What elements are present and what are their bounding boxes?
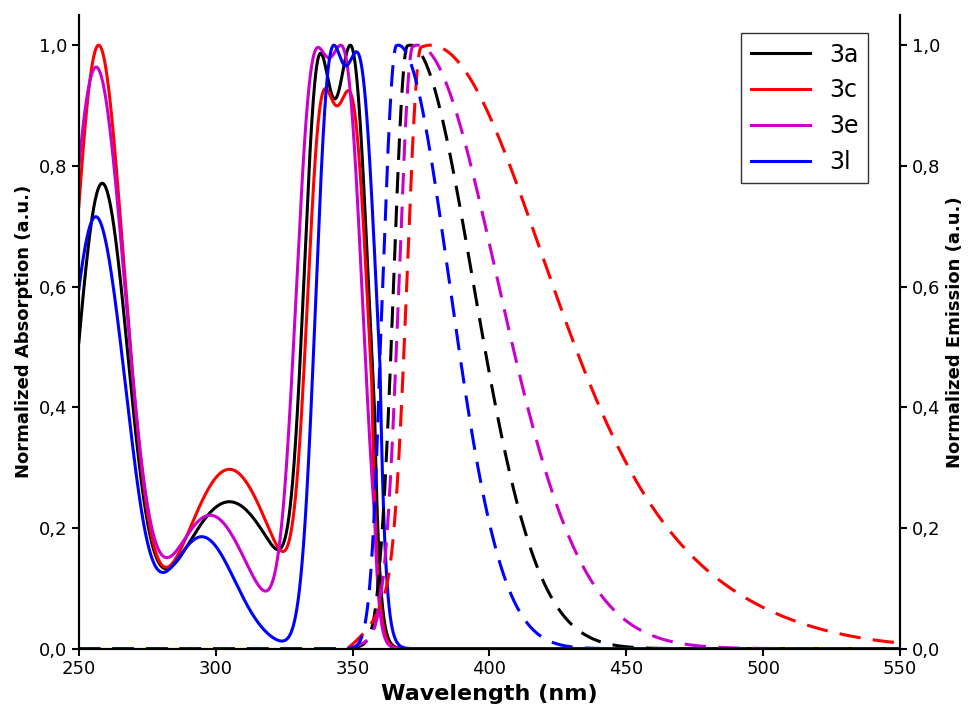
3c [615,644,627,653]
3c [695,644,707,653]
3e [907,644,918,653]
3a [615,644,627,653]
3e [334,41,346,50]
3l [392,640,404,649]
3a [759,644,771,653]
3c [225,465,237,474]
3l [907,644,918,653]
3e [615,644,627,653]
3e [759,644,771,653]
3l [615,644,627,653]
Line: 3a: 3a [79,45,912,649]
Y-axis label: Normalized Emission (a.u.): Normalized Emission (a.u.) [945,196,963,467]
3c [573,644,585,653]
3a [392,644,404,652]
3a [73,338,85,347]
3l [328,41,339,50]
3c [93,41,105,50]
3a [344,41,356,50]
3c [907,644,918,653]
3l [224,567,236,576]
3c [73,202,85,211]
3e [224,528,236,537]
3a [695,644,707,653]
X-axis label: Wavelength (nm): Wavelength (nm) [380,684,598,704]
Legend: 3a, 3c, 3e, 3l: 3a, 3c, 3e, 3l [740,33,867,183]
Line: 3c: 3c [79,45,912,649]
3l [695,644,707,653]
3l [73,285,85,293]
3l [759,644,771,653]
3l [573,644,585,653]
3a [224,498,236,506]
Line: 3e: 3e [79,45,912,649]
3e [392,644,404,653]
3a [573,644,585,653]
3c [759,644,771,653]
Line: 3l: 3l [79,45,912,649]
3e [695,644,707,653]
3a [907,644,918,653]
Y-axis label: Normalized Absorption (a.u.): Normalized Absorption (a.u.) [15,186,33,478]
3e [573,644,585,653]
3e [73,162,85,171]
3c [392,644,404,652]
